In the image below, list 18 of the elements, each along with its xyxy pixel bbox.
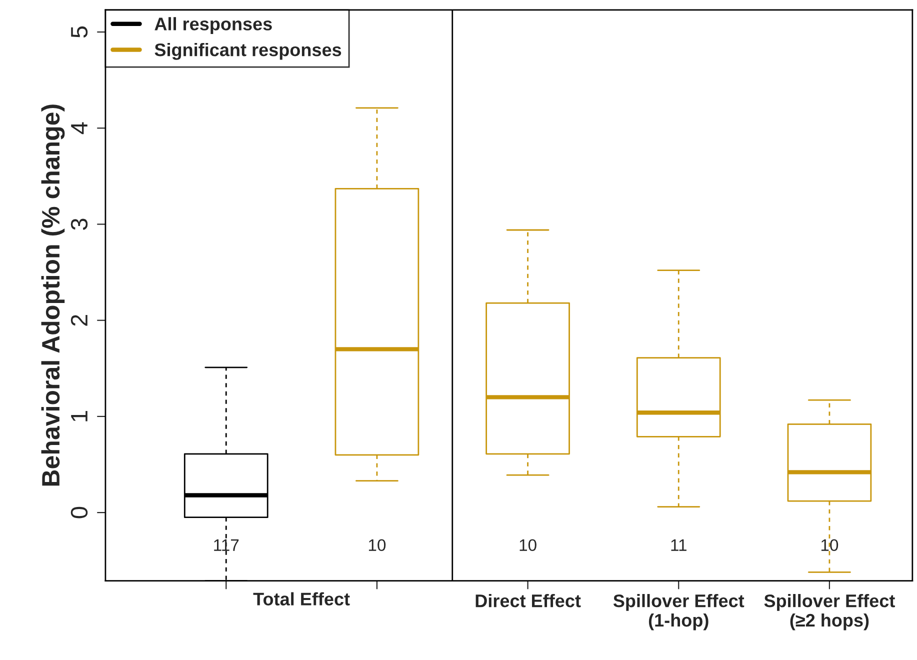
annotation: 10: [821, 539, 838, 552]
annotation: 10: [368, 539, 386, 552]
x-tick-label: Direct Effect: [476, 594, 581, 608]
annotation: 11: [671, 539, 686, 551]
legend-label: Significant responses: [154, 42, 342, 60]
y-tick-label: 2: [70, 314, 88, 326]
y-axis-title: Behavioral Adoption (% change): [41, 104, 65, 486]
x-tick-label: Spillover Effect (1-hop): [613, 594, 744, 630]
annotation: 117: [214, 539, 239, 551]
y-tick-label: 1: [71, 411, 88, 422]
text: Total Effect: [253, 592, 350, 606]
y-tick-label: 5: [71, 26, 88, 38]
y-tick-label: 4: [71, 122, 88, 134]
y-tick-label: 0: [70, 506, 88, 518]
annotation: 10: [520, 539, 536, 552]
legend-label: All responses: [154, 17, 272, 34]
y-tick-label: 3: [70, 218, 88, 230]
x-tick-label: Spillover Effect (≥2 hops): [764, 594, 895, 630]
